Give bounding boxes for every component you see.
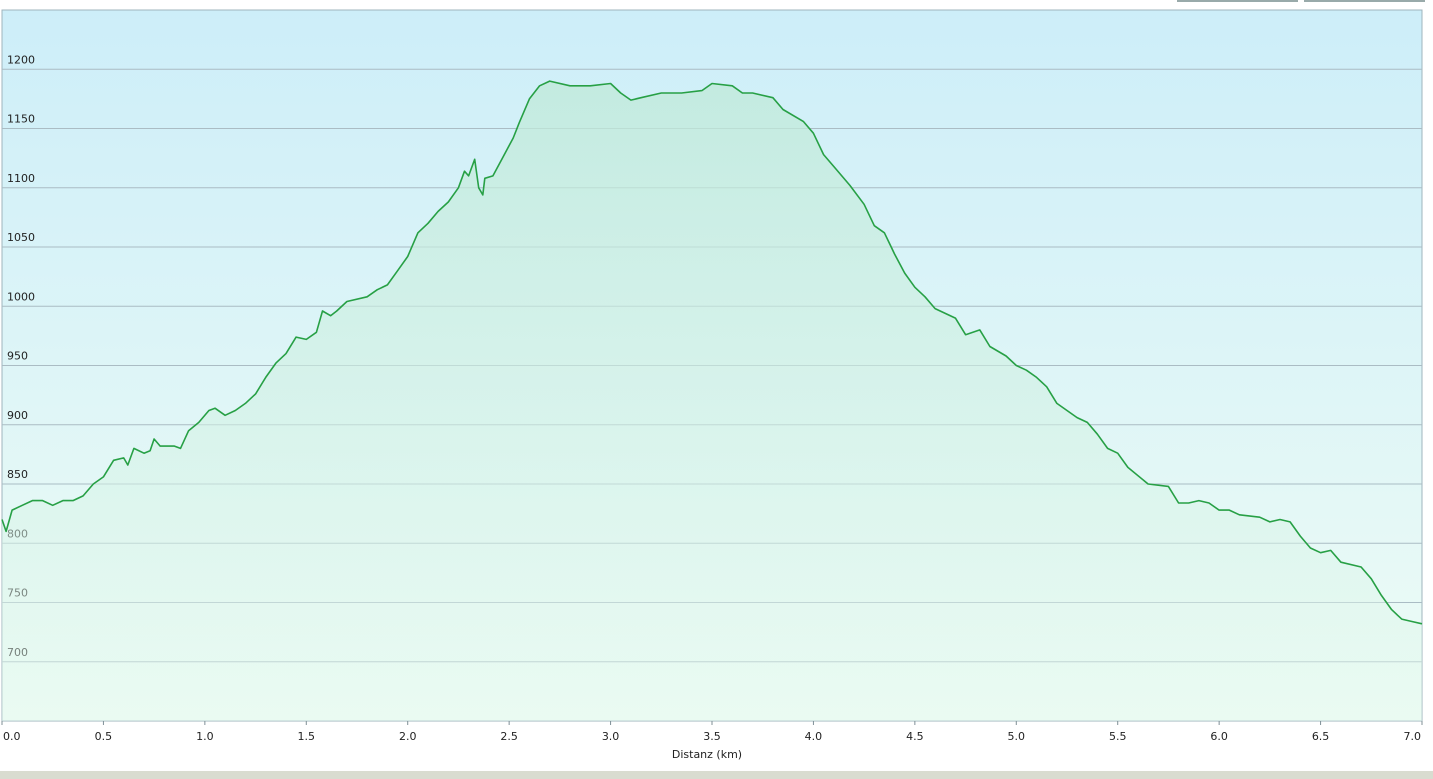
x-tick-label: 6.0 [1210,730,1228,743]
x-tick-label: 2.0 [399,730,417,743]
x-axis-label: Distanz (km) [672,748,742,761]
y-tick-label: 900 [7,409,28,422]
x-tick-label: 3.5 [703,730,721,743]
y-tick-label: 1150 [7,113,35,126]
x-tick-label: 1.5 [298,730,316,743]
y-tick-label: 850 [7,468,28,481]
x-tick-label: 2.5 [500,730,518,743]
area-fill [2,81,1422,722]
x-tick-label: 5.5 [1109,730,1127,743]
button[interactable] [1304,0,1425,2]
y-tick-label: 1100 [7,172,35,185]
x-tick-label: 0.0 [3,730,21,743]
x-tick-label: 5.0 [1008,730,1026,743]
x-tick-label: 3.0 [602,730,620,743]
x-tick-label: 6.5 [1312,730,1330,743]
x-tick-label: 0.5 [95,730,113,743]
x-tick-label: 7.0 [1404,730,1422,743]
x-tick-label: 1.0 [196,730,214,743]
y-tick-label: 950 [7,350,28,363]
x-tick-label: 4.0 [805,730,823,743]
map-strip [0,771,1433,779]
button[interactable] [1177,0,1298,2]
y-tick-label: 1000 [7,290,35,303]
x-tick-label: 4.5 [906,730,924,743]
y-tick-label: 1200 [7,53,35,66]
y-tick-label: 1050 [7,231,35,244]
elevation-line [1,80,1423,625]
